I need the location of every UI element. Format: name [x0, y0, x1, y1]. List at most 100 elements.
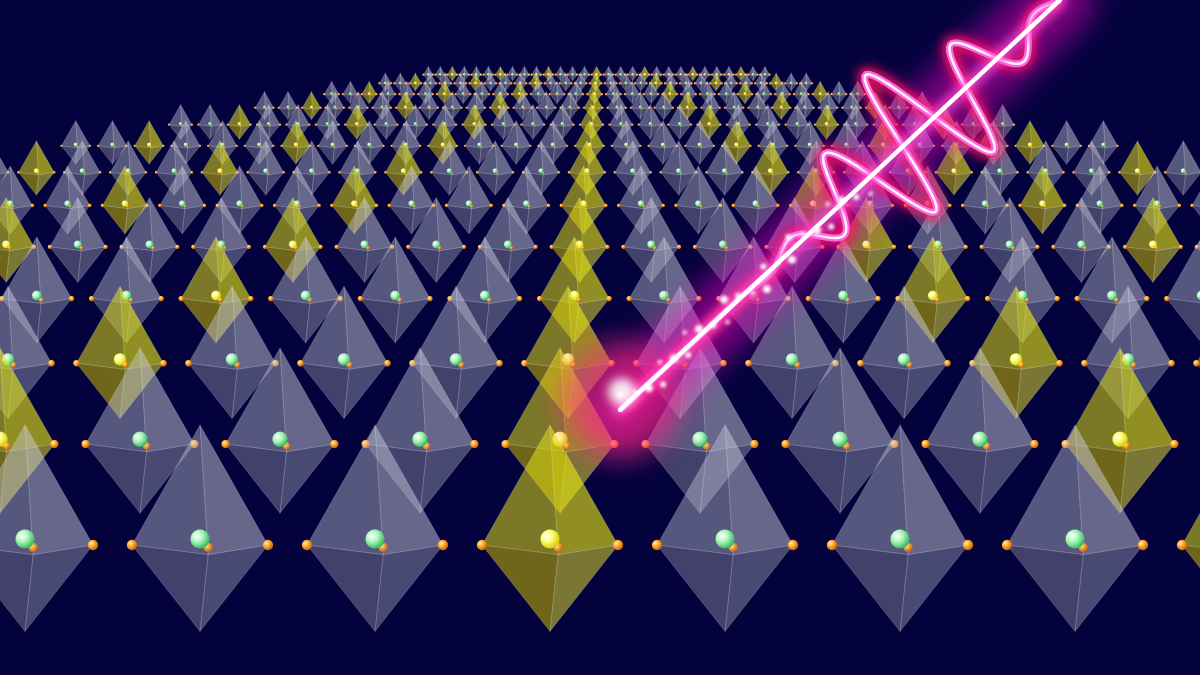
orange-atom: [539, 73, 543, 76]
orange-atom: [373, 171, 377, 174]
orange-atom: [548, 93, 551, 96]
octahedron-face: [244, 145, 262, 166]
orange-atom: [544, 93, 547, 96]
octahedron-face: [181, 165, 206, 210]
octahedron-face: [139, 443, 196, 515]
octahedron-face: [644, 443, 707, 515]
orange-atom: [710, 73, 714, 76]
orange-atom: [432, 123, 435, 126]
gray-octahedron: [921, 346, 1039, 515]
octahedron-face: [199, 544, 269, 633]
beam-sparkle: [660, 381, 667, 388]
octahedron-face: [5, 246, 35, 284]
orange-atom: [308, 123, 311, 126]
octahedron-face: [732, 164, 759, 210]
octahedron-face: [999, 140, 1019, 176]
orange-atom: [191, 244, 196, 249]
octahedron-face: [254, 107, 266, 121]
gray-octahedron: [1193, 356, 1200, 369]
orange-atom: [799, 82, 802, 85]
octahedron-face: [724, 107, 736, 121]
green-atom: [110, 142, 115, 147]
orange-atom: [551, 73, 555, 76]
octahedron-face: [775, 82, 783, 93]
octahedron-face: [81, 140, 101, 176]
orange-atom: [577, 106, 581, 109]
orange-atom: [765, 106, 769, 109]
green-atom: [451, 105, 454, 109]
gray-octahedron: [698, 65, 711, 82]
gray-octahedron: [653, 90, 675, 121]
orange-atom: [675, 93, 679, 96]
green-atom: [309, 168, 315, 174]
orange-atom: [543, 123, 546, 126]
beam-sparkle: [785, 234, 792, 241]
orange-atom: [1164, 295, 1170, 302]
octahedron-face: [583, 165, 607, 210]
octahedron-face: [1002, 124, 1016, 141]
orange-atom: [337, 295, 344, 302]
octahedron-face: [736, 93, 747, 105]
orange-atom: [412, 93, 416, 96]
orange-atom: [979, 244, 984, 249]
octahedron-face: [740, 66, 747, 76]
orange-atom: [586, 93, 589, 96]
octahedron-face: [556, 93, 566, 105]
yellow-atom: [774, 81, 778, 85]
octahedron-face: [244, 119, 262, 149]
orange-atom: [843, 123, 846, 126]
orange-atom: [272, 203, 277, 208]
orange-atom: [693, 82, 697, 85]
yellow-atom: [734, 142, 739, 147]
octahedron-face: [818, 90, 830, 110]
octahedron-face: [745, 72, 753, 85]
orange-atom: [755, 123, 758, 126]
orange-atom: [718, 106, 722, 109]
orange-atom: [455, 73, 459, 76]
orange-atom: [458, 73, 461, 76]
octahedron-face: [479, 120, 495, 149]
green-atom: [766, 122, 770, 126]
orange-atom: [480, 82, 483, 85]
orange-atom: [435, 93, 439, 96]
octahedron-face: [504, 82, 513, 93]
orange-atom: [1164, 171, 1167, 174]
octahedron-face: [297, 104, 311, 127]
orange-atom: [453, 82, 456, 85]
green-atom: [609, 81, 613, 85]
orange-atom: [719, 123, 722, 126]
octahedron-face: [625, 72, 633, 85]
orange-atom: [639, 144, 642, 148]
octahedron-face: [148, 246, 179, 284]
orange-atom: [660, 123, 663, 126]
gray-octahedron: [197, 103, 223, 141]
octahedron-face: [722, 197, 752, 252]
octahedron-face: [841, 107, 854, 121]
green-atom: [981, 200, 989, 207]
octahedron-face: [757, 91, 768, 110]
orange-atom: [434, 82, 438, 85]
orange-atom: [324, 106, 327, 109]
gray-octahedron: [651, 423, 799, 633]
yellow-atom: [211, 290, 221, 301]
orange-atom: [525, 82, 528, 85]
octahedron-face: [411, 204, 435, 236]
orange-atom: [444, 203, 449, 208]
octahedron-face: [1066, 145, 1082, 166]
orange-atom: [651, 539, 663, 551]
octahedron-face: [819, 81, 829, 96]
orange-atom: [272, 359, 279, 367]
octahedron-face: [606, 107, 619, 121]
octahedron-face: [655, 72, 663, 85]
octahedron-face: [755, 124, 770, 141]
orange-atom: [649, 171, 652, 174]
octahedron-face: [404, 91, 416, 110]
octahedron-face: [650, 93, 660, 105]
octahedron-face: [620, 66, 626, 76]
gray-octahedron: [629, 90, 651, 121]
yellow-atom: [824, 122, 829, 126]
gray-octahedron: [43, 164, 92, 236]
orange-atom: [647, 144, 650, 148]
orange-atom: [661, 203, 665, 208]
orange-atom: [220, 123, 223, 126]
